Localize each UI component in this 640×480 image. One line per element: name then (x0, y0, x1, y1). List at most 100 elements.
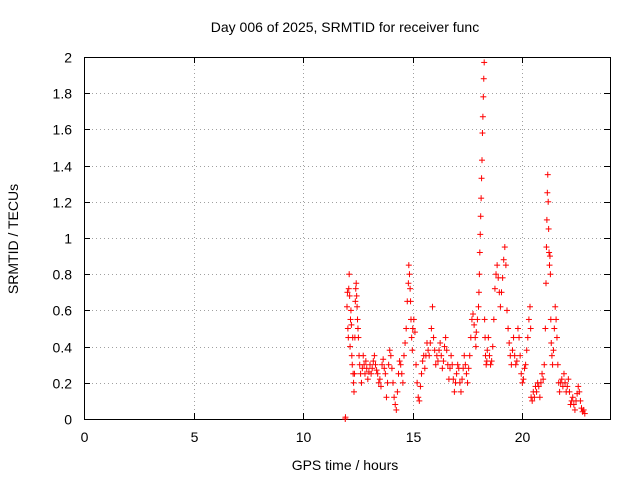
data-point (354, 316, 361, 323)
data-point (388, 365, 395, 372)
data-point (353, 292, 360, 299)
data-point (498, 289, 505, 296)
data-point (475, 289, 482, 296)
data-point (581, 410, 588, 417)
data-point (348, 352, 355, 359)
data-point (477, 231, 484, 238)
data-point (399, 379, 406, 386)
data-point (486, 352, 493, 359)
data-point (546, 249, 553, 256)
data-point (358, 379, 365, 386)
data-point (566, 388, 573, 395)
data-point (539, 370, 546, 377)
data-point (376, 376, 383, 383)
data-point (547, 316, 554, 323)
data-point (454, 361, 461, 368)
data-point (462, 361, 469, 368)
data-point (370, 358, 377, 365)
data-point (476, 249, 483, 256)
data-point (386, 347, 393, 354)
data-point (554, 361, 561, 368)
data-point (440, 358, 447, 365)
data-point (429, 303, 436, 310)
data-point (491, 285, 498, 292)
data-point (409, 325, 416, 332)
y-tick-label: 0.4 (53, 340, 73, 356)
data-point (506, 339, 513, 346)
data-point (451, 388, 458, 395)
data-point (565, 376, 572, 383)
data-point (547, 271, 554, 278)
data-point (369, 365, 376, 372)
data-point (542, 325, 549, 332)
data-point (432, 361, 439, 368)
data-point (419, 358, 426, 365)
data-point (403, 325, 410, 332)
data-point (509, 347, 516, 354)
data-point (459, 376, 466, 383)
data-point (400, 352, 407, 359)
data-point (553, 316, 560, 323)
data-point (571, 406, 578, 413)
data-point (560, 370, 567, 377)
data-point (410, 316, 417, 323)
data-point (514, 325, 521, 332)
data-point (518, 370, 525, 377)
data-point (409, 347, 416, 354)
data-point (441, 343, 448, 350)
data-point (543, 280, 550, 287)
data-point (347, 307, 354, 314)
data-point (438, 352, 445, 359)
data-point (580, 406, 587, 413)
data-point (484, 347, 491, 354)
data-point (415, 394, 422, 401)
data-point (576, 388, 583, 395)
y-tick-label: 1.2 (53, 195, 73, 211)
data-point (443, 347, 450, 354)
data-point (564, 383, 571, 390)
data-point (461, 352, 468, 359)
data-point (348, 321, 355, 328)
data-point (505, 325, 512, 332)
data-point (353, 280, 360, 287)
data-points (342, 59, 588, 422)
data-point (405, 280, 412, 287)
data-point (529, 397, 536, 404)
y-tick-label: 2 (64, 50, 72, 66)
data-point (407, 298, 414, 305)
data-point (511, 352, 518, 359)
data-point (456, 379, 463, 386)
data-point (363, 365, 370, 372)
data-point (473, 329, 480, 336)
data-point (405, 262, 412, 269)
data-point (373, 367, 380, 374)
x-tick-label: 0 (81, 429, 89, 445)
data-point (490, 316, 497, 323)
data-point (551, 325, 558, 332)
data-point (543, 244, 550, 251)
data-point (463, 370, 470, 377)
data-point (402, 339, 409, 346)
data-point (494, 262, 501, 269)
data-point (464, 379, 471, 386)
data-point (550, 347, 557, 354)
y-tick-label: 0.8 (53, 267, 73, 283)
data-point (562, 379, 569, 386)
data-point (379, 361, 386, 368)
data-point (342, 414, 349, 421)
data-point (545, 198, 552, 205)
data-point (513, 358, 520, 365)
data-point (425, 347, 432, 354)
data-point (485, 334, 492, 341)
data-point (361, 361, 368, 368)
data-point (351, 370, 358, 377)
data-point (519, 379, 526, 386)
data-point (396, 358, 403, 365)
data-point (382, 370, 389, 377)
data-point (381, 365, 388, 372)
data-point (575, 383, 582, 390)
data-point (385, 361, 392, 368)
data-point (417, 383, 424, 390)
data-point (360, 352, 367, 359)
data-point (481, 316, 488, 323)
